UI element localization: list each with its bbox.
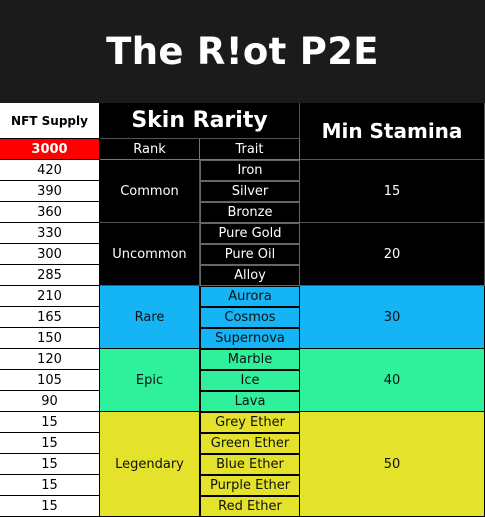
supply-cell: 15 <box>0 433 100 454</box>
supply-cell: 150 <box>0 328 100 349</box>
trait-cell: Iron <box>200 160 300 181</box>
trait-cell: Cosmos <box>200 307 300 328</box>
trait-cell: Purple Ether <box>200 475 300 496</box>
supply-cell: 120 <box>0 349 100 370</box>
rank-cell-epic: Epic <box>100 349 200 412</box>
trait-cell: Supernova <box>200 328 300 349</box>
rank-cell-common: Common <box>100 160 200 223</box>
supply-cell: 15 <box>0 475 100 496</box>
trait-cell: Green Ether <box>200 433 300 454</box>
stamina-cell-epic: 40 <box>300 349 485 412</box>
trait-cell: Bronze <box>200 202 300 223</box>
trait-cell: Pure Gold <box>200 223 300 244</box>
rank-cell-rare: Rare <box>100 286 200 349</box>
trait-cell: Ice <box>200 370 300 391</box>
supply-cell: 15 <box>0 412 100 433</box>
trait-cell: Lava <box>200 391 300 412</box>
supply-cell: 15 <box>0 496 100 517</box>
skin-rarity-header: Skin Rarity <box>100 103 300 139</box>
supply-cell: 15 <box>0 454 100 475</box>
rank-header: Rank <box>100 139 200 160</box>
nft-supply-header: NFT Supply <box>0 103 100 139</box>
stamina-cell-rare: 30 <box>300 286 485 349</box>
trait-header: Trait <box>200 139 300 160</box>
rarity-table: NFT Supply Skin Rarity Min Stamina 3000 … <box>0 103 485 517</box>
total-supply-cell: 3000 <box>0 139 100 160</box>
supply-cell: 210 <box>0 286 100 307</box>
trait-cell: Pure Oil <box>200 244 300 265</box>
supply-cell: 420 <box>0 160 100 181</box>
supply-cell: 360 <box>0 202 100 223</box>
trait-cell: Blue Ether <box>200 454 300 475</box>
supply-cell: 300 <box>0 244 100 265</box>
trait-cell: Red Ether <box>200 496 300 517</box>
supply-cell: 165 <box>0 307 100 328</box>
stamina-cell-common: 15 <box>300 160 485 223</box>
trait-cell: Alloy <box>200 265 300 286</box>
min-stamina-header: Min Stamina <box>300 103 485 160</box>
supply-cell: 390 <box>0 181 100 202</box>
supply-cell: 285 <box>0 265 100 286</box>
stamina-cell-legendary: 50 <box>300 412 485 517</box>
rank-cell-uncommon: Uncommon <box>100 223 200 286</box>
trait-cell: Aurora <box>200 286 300 307</box>
supply-cell: 90 <box>0 391 100 412</box>
trait-cell: Marble <box>200 349 300 370</box>
trait-cell: Silver <box>200 181 300 202</box>
supply-cell: 330 <box>0 223 100 244</box>
stamina-cell-uncommon: 20 <box>300 223 485 286</box>
supply-cell: 105 <box>0 370 100 391</box>
rank-cell-legendary: Legendary <box>100 412 200 517</box>
page-title: The R!ot P2E metadata <box>106 30 379 176</box>
trait-cell: Grey Ether <box>200 412 300 433</box>
